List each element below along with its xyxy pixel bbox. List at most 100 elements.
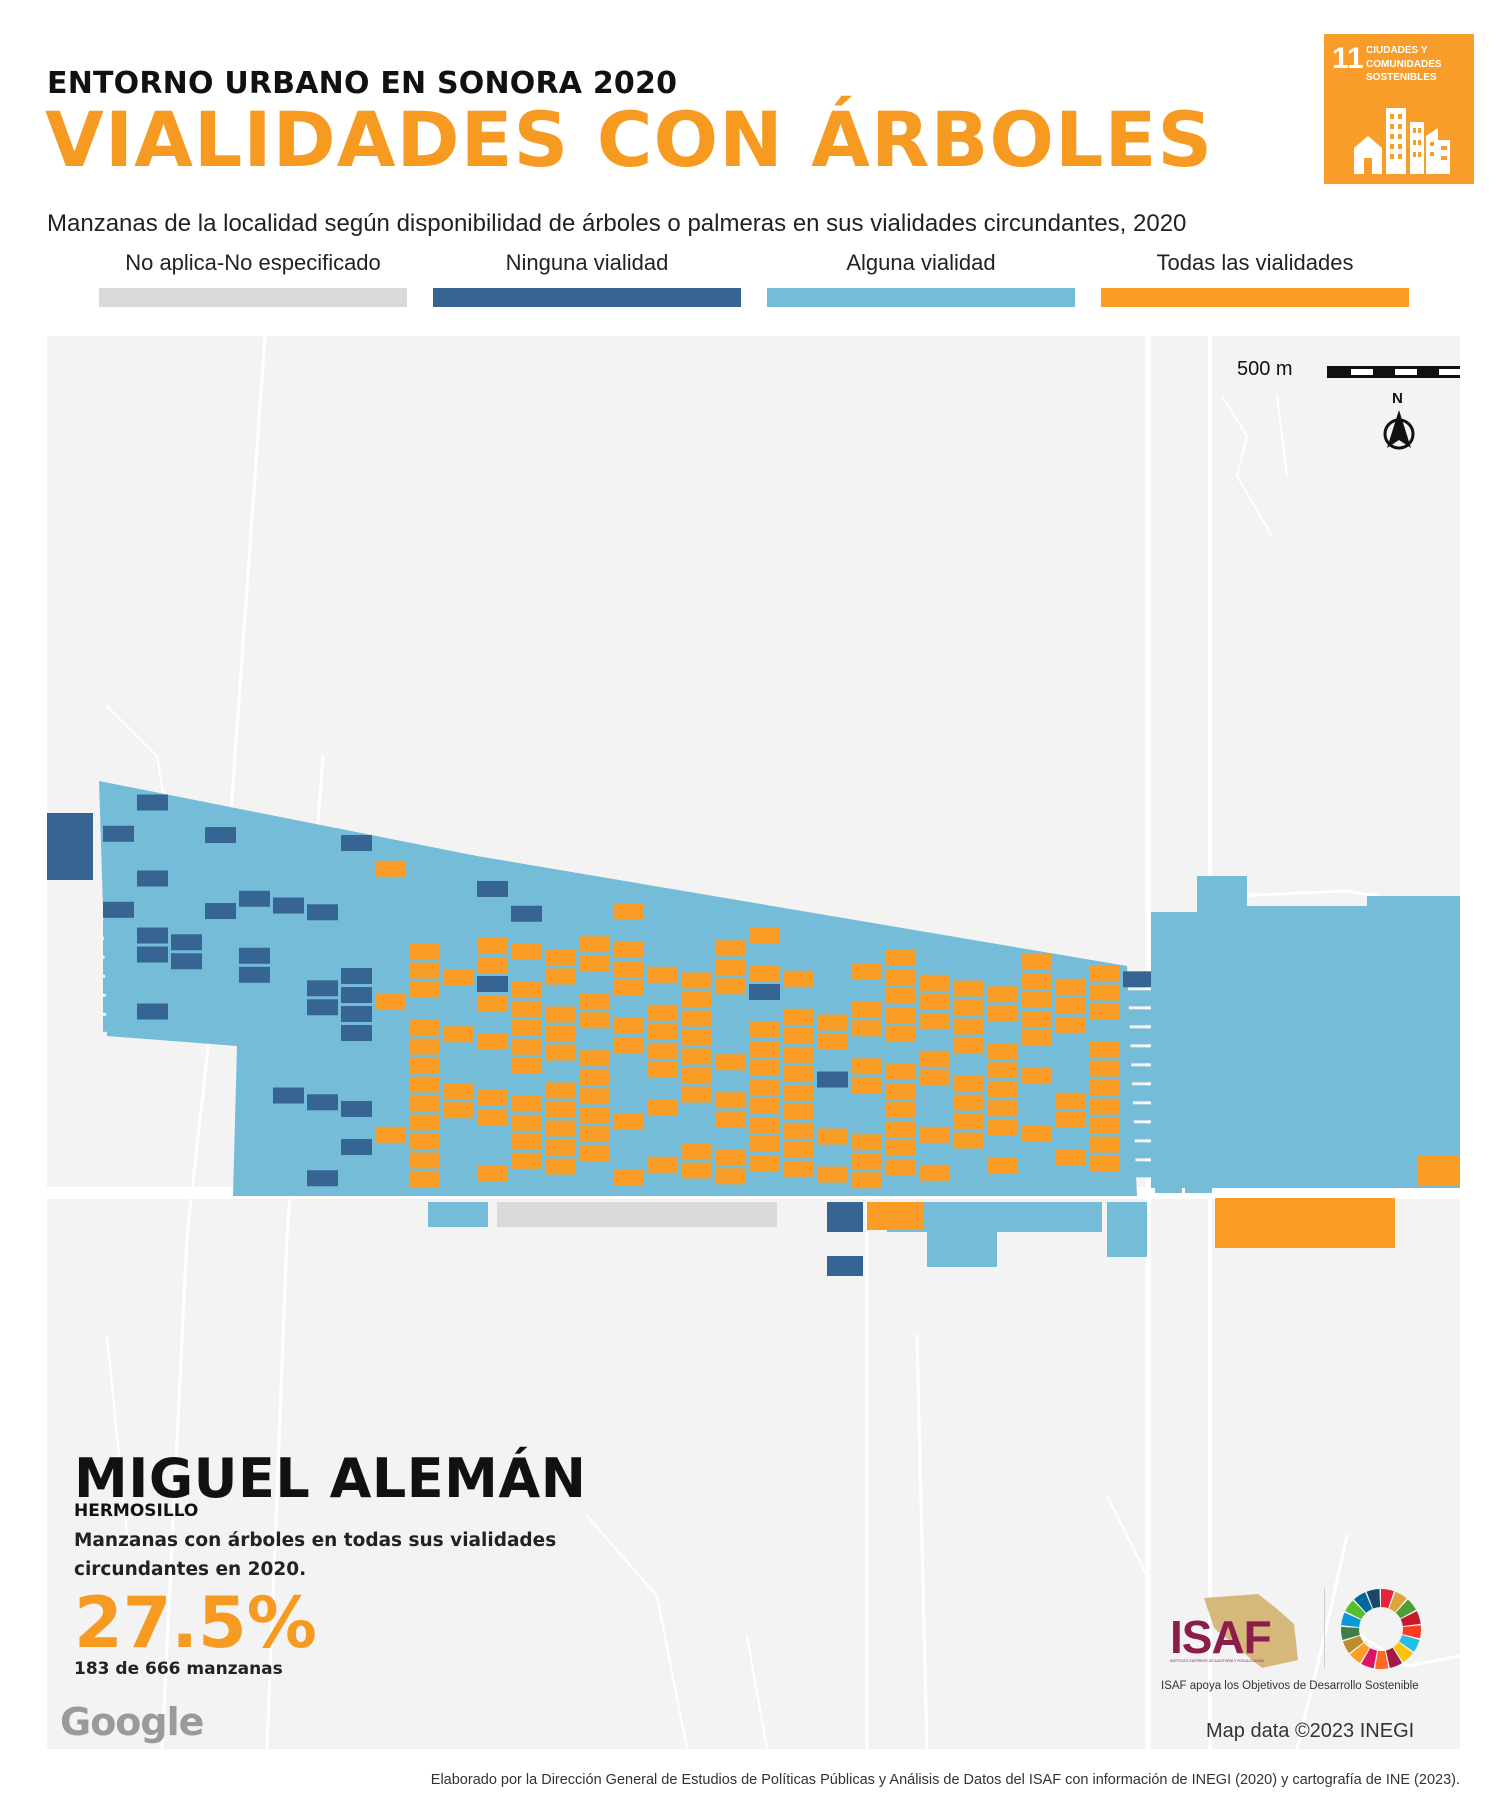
- block-al: [681, 915, 712, 932]
- block-to: [817, 1128, 848, 1145]
- block-al: [307, 942, 338, 959]
- block-al: [443, 931, 474, 948]
- block-al: [919, 1088, 950, 1105]
- sonora-map-icon: [1204, 1594, 1298, 1668]
- block-to: [545, 1025, 576, 1042]
- sdg-wheel-segment: [1395, 1599, 1417, 1619]
- block-al: [307, 1113, 338, 1130]
- block-al: [171, 801, 202, 818]
- map-view[interactable]: 500 m N: [47, 336, 1460, 1749]
- block-ni: [307, 980, 338, 997]
- block-al: [341, 930, 372, 947]
- block-to: [851, 1020, 882, 1037]
- block-al: [1123, 1047, 1154, 1064]
- sdg-11-badge: 11 CIUDADES Y COMUNIDADES SOSTENIBLES: [1324, 34, 1474, 184]
- logo-divider: [1324, 1588, 1325, 1668]
- sdg-wheel-segment: [1381, 1589, 1394, 1609]
- block-al: [205, 979, 236, 996]
- block-to: [477, 1033, 508, 1049]
- block-al: [307, 1151, 338, 1168]
- legend-item-ninguna: Ninguna vialidad: [433, 250, 741, 307]
- block-to: [919, 974, 950, 991]
- scale-label: 500 m: [1237, 358, 1293, 380]
- block-to: [715, 959, 746, 976]
- block-al: [171, 991, 202, 1008]
- block-to: [579, 1050, 610, 1067]
- block-al: [239, 909, 270, 926]
- block-al: [579, 898, 610, 915]
- block-al: [205, 808, 236, 825]
- block-ni: [273, 897, 304, 914]
- block-al: [919, 955, 950, 972]
- block-ni: [307, 999, 338, 1016]
- block-to: [545, 1006, 576, 1023]
- legend: No aplica-No especificado Ninguna vialid…: [0, 250, 1500, 310]
- block-to: [1021, 973, 1052, 990]
- block-to: [851, 1172, 882, 1189]
- block-al: [443, 855, 474, 872]
- block-al: [613, 1075, 644, 1092]
- south-block-todas: [867, 1202, 923, 1230]
- block-al: [239, 852, 270, 869]
- block-al: [307, 1018, 338, 1035]
- south-block-alguna: [927, 1232, 997, 1267]
- block-to: [647, 966, 678, 983]
- block-al: [579, 879, 610, 896]
- block-al: [681, 1124, 712, 1141]
- block-al: [919, 1145, 950, 1162]
- block-al: [1021, 1087, 1052, 1104]
- block-al: [239, 1080, 270, 1097]
- block-to: [885, 1102, 916, 1119]
- block-to: [1021, 1068, 1052, 1085]
- block-al: [477, 862, 508, 878]
- block-al: [409, 867, 440, 884]
- block-to: [409, 1038, 440, 1055]
- block-al: [817, 1109, 848, 1126]
- sdg-wheel-segment: [1341, 1626, 1360, 1640]
- block-al: [1055, 1168, 1086, 1185]
- block-ni: [341, 1025, 372, 1042]
- block-to: [477, 1166, 508, 1182]
- block-to: [511, 1095, 542, 1112]
- block-to: [647, 1061, 678, 1078]
- block-al: [1055, 959, 1086, 976]
- block-al: [443, 1045, 474, 1062]
- page-subtitle: Manzanas de la localidad según disponibi…: [47, 210, 1187, 237]
- block-al: [239, 1042, 270, 1059]
- block-al: [273, 916, 304, 933]
- block-al: [205, 922, 236, 939]
- block-to: [579, 993, 610, 1010]
- block-al: [1055, 1130, 1086, 1147]
- block-ni: [341, 968, 372, 985]
- block-al: [1123, 1028, 1154, 1045]
- block-al: [375, 974, 406, 991]
- legend-item-alguna: Alguna vialidad: [767, 250, 1075, 307]
- block-al: [375, 1107, 406, 1124]
- block-al: [749, 908, 780, 925]
- block-to: [817, 1166, 848, 1183]
- legend-swatch: [99, 288, 407, 307]
- block-to: [477, 1109, 508, 1125]
- block-to: [1055, 978, 1086, 995]
- block-al: [103, 1015, 134, 1032]
- block-al: [409, 1000, 440, 1017]
- block-ni: [171, 934, 202, 951]
- legend-item-no-aplica: No aplica-No especificado: [99, 250, 407, 307]
- south-strip-alguna: [428, 1202, 488, 1227]
- block-al: [919, 1107, 950, 1124]
- block-al: [511, 886, 542, 903]
- block-to: [953, 1018, 984, 1035]
- block-al: [239, 1156, 270, 1173]
- block-to: [919, 1126, 950, 1143]
- block-al: [341, 1063, 372, 1080]
- block-to: [987, 1081, 1018, 1098]
- block-to: [783, 1160, 814, 1177]
- block-to: [1089, 1079, 1120, 1096]
- block-al: [137, 851, 168, 868]
- block-to: [613, 1037, 644, 1054]
- block-al: [851, 1096, 882, 1113]
- sdg-wheel-segment: [1341, 1612, 1361, 1627]
- block-to: [511, 1000, 542, 1017]
- block-to: [613, 980, 644, 997]
- block-to: [511, 1133, 542, 1150]
